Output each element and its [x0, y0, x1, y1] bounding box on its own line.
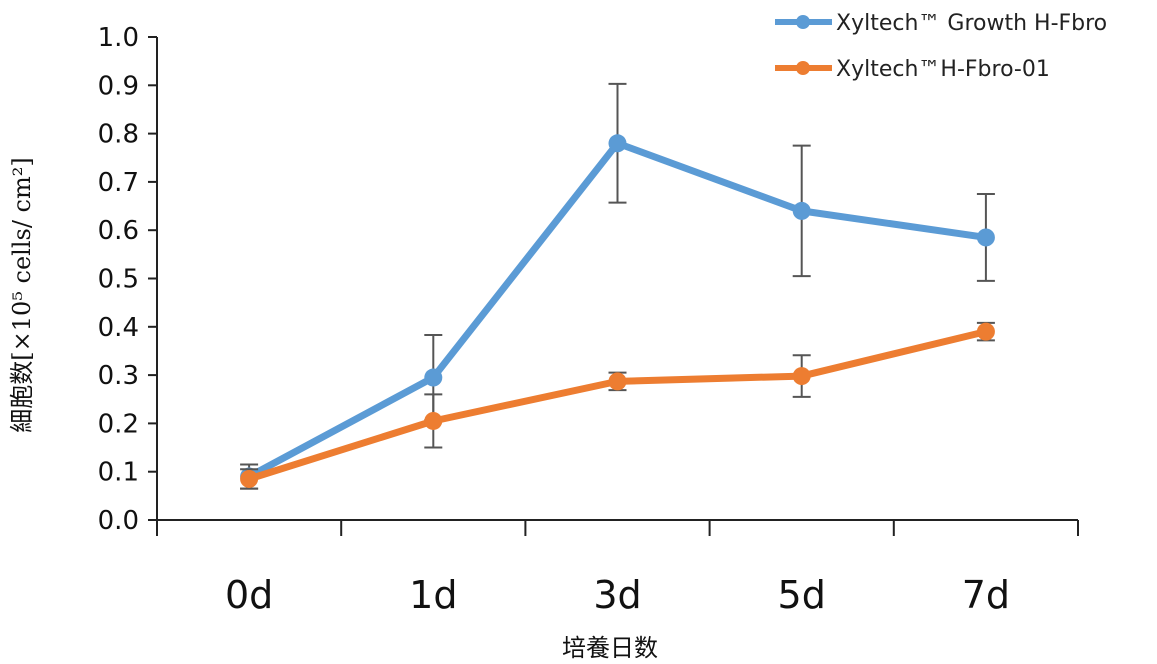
y-axis-ticks: 0.0 0.1 0.2 0.3 0.4 0.5 0.6 0.7 0.8 0.9 1.0	[98, 23, 157, 536]
x-axis-ticks: 0d 1d 3d 5d 7d	[156, 520, 1079, 617]
data-point	[424, 411, 443, 430]
legend-item: Xyltech™ Growth H-Fbro	[775, 11, 1107, 36]
x-tick-label: 0d	[225, 573, 273, 617]
y-tick-label: 0.5	[98, 265, 139, 295]
data-point	[976, 322, 995, 341]
y-tick-label: 0.0	[98, 506, 139, 536]
legend-item: Xyltech™H-Fbro-01	[775, 57, 1050, 82]
data-point	[240, 469, 259, 488]
y-tick-label: 0.4	[98, 313, 139, 343]
series-1	[240, 82, 995, 490]
legend-label: Xyltech™H-Fbro-01	[836, 57, 1050, 82]
series-layer	[240, 82, 995, 490]
y-tick-label: 0.3	[98, 361, 139, 391]
y-tick-label: 0.8	[98, 120, 139, 150]
x-tick-label: 1d	[409, 573, 457, 617]
x-tick-label: 3d	[593, 573, 641, 617]
legend: Xyltech™ Growth H-Fbro Xyltech™H-Fbro-01	[775, 11, 1107, 82]
data-point	[424, 368, 443, 387]
legend-label: Xyltech™ Growth H-Fbro	[836, 11, 1107, 36]
y-tick-label: 1.0	[98, 23, 139, 53]
series-line	[245, 328, 990, 483]
x-tick-label: 5d	[778, 573, 826, 617]
legend-swatch-marker	[796, 15, 810, 29]
legend-swatch-marker	[796, 61, 810, 75]
data-point	[792, 201, 811, 220]
y-tick-label: 0.9	[98, 71, 139, 101]
y-tick-label: 0.1	[98, 458, 139, 488]
x-axis-title: 培養日数	[562, 634, 658, 662]
data-point	[976, 228, 995, 247]
x-tick-label: 7d	[962, 573, 1010, 617]
data-point	[608, 372, 627, 391]
y-tick-label: 0.2	[98, 409, 139, 439]
series-2	[240, 321, 995, 490]
y-tick-label: 0.7	[98, 168, 139, 198]
y-axis-title: 細胞数[×10⁵ cells/ cm²]	[8, 157, 36, 432]
y-tick-label: 0.6	[98, 216, 139, 246]
data-point	[608, 134, 627, 153]
data-point	[792, 367, 811, 386]
